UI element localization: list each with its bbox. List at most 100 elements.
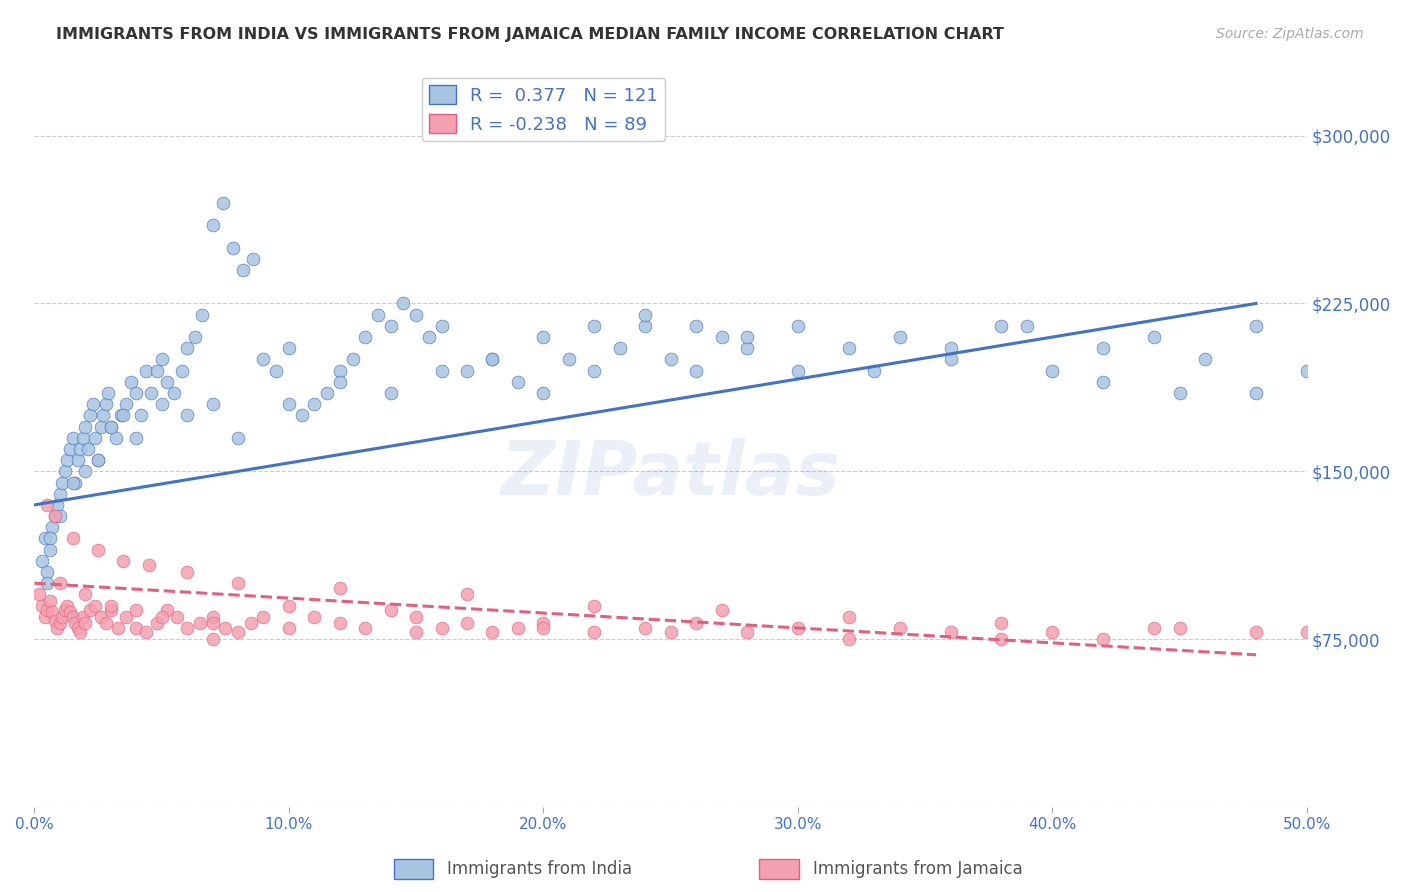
Point [1092, 632, 1115, 647]
Point [156, 375, 179, 389]
Point [506, 621, 529, 635]
Point [506, 375, 529, 389]
Point [211, 195, 233, 210]
Point [939, 341, 962, 355]
Point [53, 603, 76, 617]
Point [659, 625, 682, 640]
Point [1194, 352, 1216, 367]
Point [201, 609, 224, 624]
Point [430, 318, 453, 333]
Point [59, 442, 82, 456]
Point [188, 616, 211, 631]
Point [889, 621, 911, 635]
Point [222, 241, 245, 255]
Point [405, 609, 427, 624]
Point [156, 603, 179, 617]
Text: Source: ZipAtlas.com: Source: ZipAtlas.com [1216, 27, 1364, 41]
Point [41, 520, 63, 534]
Point [100, 599, 122, 613]
Point [634, 308, 657, 322]
Point [201, 616, 224, 631]
Point [342, 352, 364, 367]
Point [141, 386, 163, 401]
Point [38, 594, 60, 608]
Point [277, 621, 299, 635]
Point [430, 363, 453, 377]
Point [44, 509, 66, 524]
Point [87, 542, 110, 557]
Point [176, 621, 198, 635]
Point [786, 363, 808, 377]
Point [990, 632, 1012, 647]
Point [115, 609, 138, 624]
Point [94, 616, 117, 631]
Point [49, 509, 72, 524]
Point [120, 375, 142, 389]
Point [838, 632, 860, 647]
Point [72, 609, 94, 624]
Point [838, 609, 860, 624]
Point [44, 614, 66, 628]
Point [34, 609, 56, 624]
Point [242, 252, 264, 266]
Point [252, 352, 274, 367]
Point [990, 318, 1012, 333]
Point [163, 386, 186, 401]
Point [59, 605, 82, 619]
Point [49, 616, 72, 631]
Point [430, 621, 453, 635]
Point [100, 419, 122, 434]
Point [176, 341, 198, 355]
Point [316, 386, 339, 401]
Point [735, 330, 758, 344]
Point [710, 603, 733, 617]
Point [634, 621, 657, 635]
Text: Immigrants from India: Immigrants from India [447, 860, 633, 878]
Point [889, 330, 911, 344]
Point [786, 318, 808, 333]
Point [46, 498, 69, 512]
Point [63, 616, 86, 631]
Point [1168, 386, 1191, 401]
Point [710, 330, 733, 344]
Point [191, 308, 214, 322]
Point [145, 616, 167, 631]
Point [481, 352, 503, 367]
Point [232, 263, 254, 277]
Point [239, 616, 262, 631]
Point [90, 419, 112, 434]
Point [145, 363, 167, 377]
Point [201, 632, 224, 647]
Point [69, 442, 91, 456]
Point [277, 397, 299, 411]
Point [735, 341, 758, 355]
Point [75, 587, 97, 601]
Point [138, 558, 160, 573]
Point [1296, 625, 1319, 640]
Point [115, 397, 138, 411]
Point [1143, 330, 1166, 344]
Point [51, 609, 73, 624]
Point [35, 498, 58, 512]
Point [863, 363, 886, 377]
Text: IMMIGRANTS FROM INDIA VS IMMIGRANTS FROM JAMAICA MEDIAN FAMILY INCOME CORRELATIO: IMMIGRANTS FROM INDIA VS IMMIGRANTS FROM… [56, 27, 1004, 42]
Point [63, 475, 86, 490]
Point [183, 330, 205, 344]
Point [1015, 318, 1038, 333]
Point [354, 330, 377, 344]
Point [176, 409, 198, 423]
Point [531, 616, 554, 631]
Point [150, 397, 173, 411]
Point [53, 464, 76, 478]
Point [87, 453, 110, 467]
Point [1244, 386, 1267, 401]
Point [87, 453, 110, 467]
Point [939, 352, 962, 367]
Point [135, 363, 157, 377]
Point [110, 409, 132, 423]
Point [35, 576, 58, 591]
Point [125, 603, 148, 617]
Point [1143, 621, 1166, 635]
Point [405, 625, 427, 640]
Point [226, 431, 249, 445]
